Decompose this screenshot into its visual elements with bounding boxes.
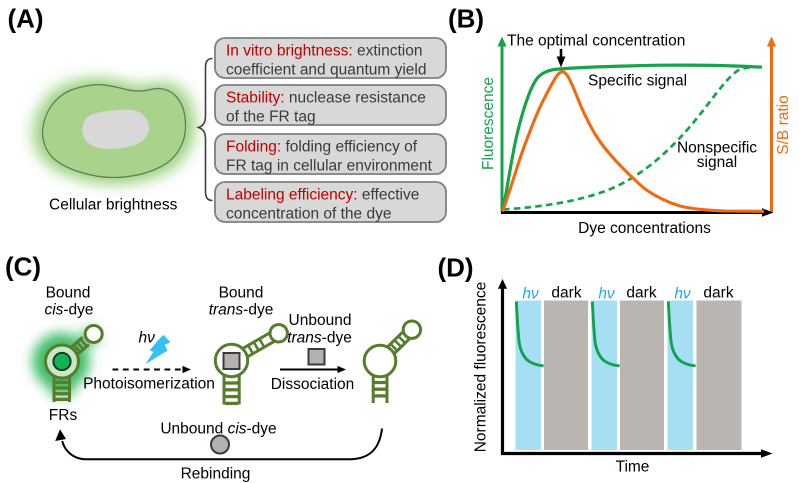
svg-text:Stability: nuclease resistance: Stability: nuclease resistance xyxy=(226,90,426,107)
svg-text:concentration of the dye: concentration of the dye xyxy=(226,206,391,223)
svg-text:coefficient and quantum yield: coefficient and quantum yield xyxy=(226,62,427,79)
svg-text:cis-dye: cis-dye xyxy=(44,302,93,319)
svg-text:FR tag in cellular environment: FR tag in cellular environment xyxy=(226,158,433,175)
svg-text:Bound: Bound xyxy=(46,285,91,302)
svg-text:dark: dark xyxy=(703,285,733,302)
svg-text:Cellular brightness: Cellular brightness xyxy=(49,197,178,214)
svg-text:Labeling efficiency: effective: Labeling efficiency: effective xyxy=(226,187,419,204)
svg-text:hν: hν xyxy=(139,329,156,346)
svg-text:trans-dye: trans-dye xyxy=(287,330,352,347)
svg-text:Photoisomerization: Photoisomerization xyxy=(83,376,215,393)
svg-text:In vitro brightness: extinctio: In vitro brightness: extinction xyxy=(226,43,422,60)
svg-text:Rebinding: Rebinding xyxy=(181,466,251,483)
svg-text:Dye concentrations: Dye concentrations xyxy=(578,220,711,237)
svg-text:(D): (D) xyxy=(438,253,474,283)
svg-text:S/B ratio: S/B ratio xyxy=(775,95,792,154)
svg-text:Normalized fluorescence: Normalized fluorescence xyxy=(473,282,490,453)
svg-text:Unbound cis-dye: Unbound cis-dye xyxy=(160,421,276,438)
svg-text:Specific signal: Specific signal xyxy=(588,73,687,90)
svg-text:Fluorescence: Fluorescence xyxy=(480,77,497,170)
svg-text:The optimal concentration: The optimal concentration xyxy=(507,33,685,50)
svg-text:Dissociation: Dissociation xyxy=(271,376,355,393)
svg-text:dark: dark xyxy=(551,285,581,302)
svg-text:(C): (C) xyxy=(5,252,41,282)
svg-text:hν: hν xyxy=(674,286,691,303)
svg-text:Folding: folding efficiency of: Folding: folding efficiency of xyxy=(226,139,418,156)
svg-text:trans-dye: trans-dye xyxy=(209,302,274,319)
svg-text:signal: signal xyxy=(697,154,738,171)
svg-text:of the FR tag: of the FR tag xyxy=(226,109,316,126)
svg-text:Nonspecific: Nonspecific xyxy=(677,140,757,157)
svg-text:(B): (B) xyxy=(448,4,484,34)
svg-text:hν: hν xyxy=(522,286,539,303)
svg-text:Unbound: Unbound xyxy=(289,312,352,329)
svg-text:dark: dark xyxy=(626,285,656,302)
svg-text:(A): (A) xyxy=(8,4,44,34)
svg-text:hν: hν xyxy=(598,286,615,303)
svg-text:Time: Time xyxy=(616,459,650,476)
svg-text:Bound: Bound xyxy=(219,285,264,302)
svg-text:FRs: FRs xyxy=(49,407,78,424)
